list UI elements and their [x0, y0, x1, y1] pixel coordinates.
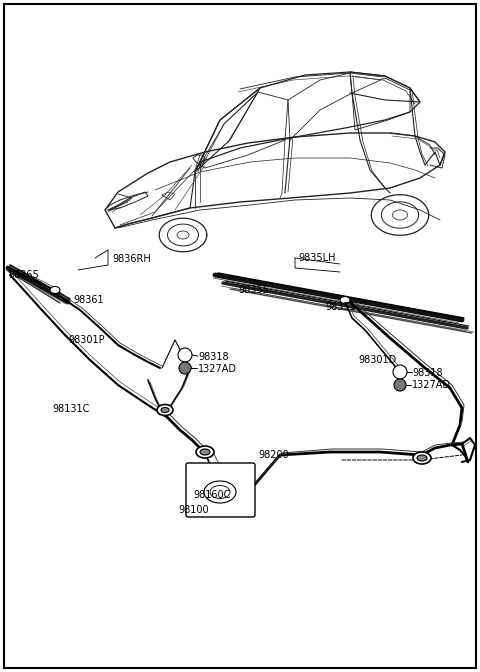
- Text: 98361: 98361: [73, 295, 104, 305]
- Text: 98100: 98100: [178, 505, 209, 515]
- Text: 98351: 98351: [325, 302, 356, 312]
- Ellipse shape: [413, 452, 431, 464]
- Ellipse shape: [200, 449, 210, 455]
- Circle shape: [394, 379, 406, 391]
- Text: 98301P: 98301P: [68, 335, 105, 345]
- Text: 98365: 98365: [8, 270, 39, 280]
- Ellipse shape: [157, 405, 173, 415]
- Circle shape: [178, 348, 192, 362]
- Text: 98200: 98200: [258, 450, 289, 460]
- Text: 9835LH: 9835LH: [298, 253, 336, 263]
- Ellipse shape: [417, 455, 427, 461]
- Text: 9836RH: 9836RH: [112, 254, 151, 264]
- Text: 98355: 98355: [238, 285, 269, 295]
- Circle shape: [179, 362, 191, 374]
- FancyBboxPatch shape: [186, 463, 255, 517]
- Ellipse shape: [50, 286, 60, 294]
- Text: 98160C: 98160C: [193, 490, 230, 500]
- Ellipse shape: [196, 446, 214, 458]
- Ellipse shape: [340, 296, 350, 304]
- Text: 98318: 98318: [412, 368, 443, 378]
- Text: 98131C: 98131C: [52, 404, 89, 414]
- Text: 98301D: 98301D: [358, 355, 396, 365]
- Ellipse shape: [161, 407, 169, 413]
- Text: 1327AD: 1327AD: [198, 364, 237, 374]
- Text: 98318: 98318: [198, 352, 228, 362]
- Text: 1327AD: 1327AD: [412, 380, 451, 390]
- Circle shape: [393, 365, 407, 379]
